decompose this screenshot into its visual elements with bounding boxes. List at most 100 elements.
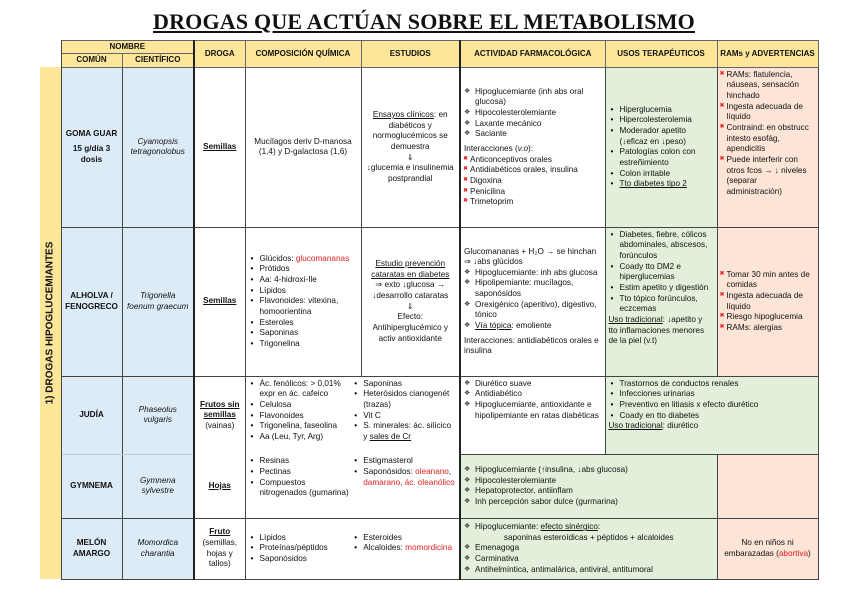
cell-rams: RAMs: flatulencia, náuseas, sensación hi… xyxy=(716,66,819,228)
paragraph: Semillas xyxy=(198,296,242,307)
text-segment: Hepatoprotector, antiinflam xyxy=(475,486,573,496)
cell-composicion: Ác. fenólicos: > 0,01% expr en ác. cafei… xyxy=(244,375,461,455)
cell-cientifico: Trigonella foenum graecum xyxy=(121,226,195,377)
paragraph: ALHOLVA / FENOGRECO xyxy=(65,291,119,312)
column: EstigmasterolSaponósidos: oleanano, dama… xyxy=(352,456,456,499)
text-segment: Ingesta adecuada de líquido xyxy=(726,291,803,311)
paragraph: GOMA GUAR xyxy=(65,129,119,140)
text-segment: Hipercolesterolemia xyxy=(619,115,692,125)
two-column-list: Ác. fenólicos: > 0,01% expr en ác. cafei… xyxy=(249,379,457,443)
text-segment: Diurético suave xyxy=(475,378,532,388)
bullet-list: Hipoglucemiante (inh abs oral glucosa)Hi… xyxy=(464,87,602,140)
text-segment: RAMs: alergias xyxy=(726,323,783,333)
text-segment: Preventivo en litiasis x efecto diurétic… xyxy=(619,400,759,410)
text-segment: Moderador apetito (↓eficaz en ↓peso) xyxy=(619,125,686,146)
bullet-list: Diabetes, fiebre, cólicos abdominales, a… xyxy=(609,230,714,315)
bullet-list: SaponinasHeterósidos cianogenét (trazas)… xyxy=(352,379,456,443)
paragraph: Efecto: Antihiperglucémico y activ antio… xyxy=(365,312,457,344)
text-segment: , xyxy=(448,466,452,476)
text-segment: Diabetes, fiebre, cólicos abdominales, a… xyxy=(619,229,708,261)
paragraph: ↓glucemia e insulinemia postprandial xyxy=(365,163,457,184)
list-item: Trigonelina xyxy=(249,339,358,350)
header-composicion: COMPOSICIÓN QUÍMICA xyxy=(244,40,362,68)
text-segment: Glucomananas + H₂O → se hinchan ⇒ ↓abs g… xyxy=(464,246,597,267)
paragraph: Interacciones: antidiabéticos orales e i… xyxy=(464,336,602,357)
text-segment: ⇓ xyxy=(406,301,414,311)
text-segment: Anticonceptivos orales xyxy=(470,154,552,164)
page-title: DROGAS QUE ACTÚAN SOBRE EL METABOLISMO xyxy=(152,9,695,34)
text-segment: Hipoglucemiante, antioxidante e hipolipe… xyxy=(475,400,599,420)
text-segment: Tto tópico forúnculos, eczcemas xyxy=(619,293,698,314)
two-column-list: ResinasPectinasCompuestos nitrogenados (… xyxy=(249,456,457,499)
text-segment: Semillas xyxy=(203,296,237,306)
text-segment: Coady en tto diabetes xyxy=(619,410,700,420)
paragraph: ⇓ xyxy=(365,153,457,164)
list-item: Carminativa xyxy=(464,554,714,565)
warning-item: Ingesta adecuada de líquido xyxy=(720,101,815,123)
list-item: Saponósidos: oleanano, damarano, ác. ole… xyxy=(352,467,456,488)
list-item: Hipoglucemiante (inh abs oral glucosa) xyxy=(464,87,602,108)
list-item: Aa: 4-hidroxi-Ile xyxy=(249,275,358,286)
bullet-list: EsteroidesAlcaloides: momordicina xyxy=(352,533,456,554)
cell-comun: ALHOLVA / FENOGRECO xyxy=(60,226,123,377)
paragraph: Uso tradicional: ↓apetito y tto inflamac… xyxy=(609,315,714,347)
list-item: Esteroles xyxy=(249,318,358,329)
cell-droga: Hojas xyxy=(193,454,246,519)
text-segment: Hipocolesterolemiante xyxy=(475,107,557,117)
header-cientifico: CIENTÍFICO xyxy=(121,53,195,68)
cell-rams xyxy=(716,453,819,519)
text-segment: Vía tópica xyxy=(475,321,512,331)
text-segment: Uso tradicional xyxy=(608,421,663,431)
list-item: Laxante mecánico xyxy=(464,119,602,130)
text-segment: Compuestos nitrogenados (gumarina) xyxy=(259,477,349,498)
list-item: Saponinas xyxy=(249,328,358,339)
text-segment: Aa (Leu, Tyr, Arg) xyxy=(259,432,324,442)
list-item: Lípidos xyxy=(249,286,358,297)
text-segment: Saponinas xyxy=(259,328,299,338)
list-item: Antidiabético xyxy=(464,389,602,400)
row-gymnema: GYMNEMA Gymnena sylvestre Hojas ResinasP… xyxy=(40,453,819,519)
header-droga: DROGA xyxy=(193,40,246,68)
row-goma-guar: 1) DROGAS HIPOGLUCEMIANTES GOMA GUAR 15 g… xyxy=(40,66,819,580)
bullet-list: Trastornos de conductos renalesInfeccion… xyxy=(609,379,815,422)
bullet-list: ResinasPectinasCompuestos nitrogenados (… xyxy=(249,456,353,499)
text-segment: Saponinas xyxy=(363,378,402,388)
text-segment: GYMNEMA xyxy=(70,480,113,490)
warning-item: Trimetoprim xyxy=(463,197,602,208)
list-item: Tto tópico forúnculos, eczcemas xyxy=(609,294,714,315)
paragraph: GYMNEMA xyxy=(65,481,119,492)
text-segment: Riesgo hipoglucemia xyxy=(726,312,803,322)
list-item: Infecciones urinarias xyxy=(609,389,815,400)
highlight-text: glucomananas xyxy=(295,253,350,263)
warning-item: Tomar 30 min antes de comidas xyxy=(720,270,815,291)
text-segment: ↓glucemia e insulinemia postprandial xyxy=(366,163,454,183)
text-segment: saponinas esteroídicas + péptidos + alca… xyxy=(503,532,674,542)
list-item: Hipolipemiante: mucílagos, saponósidos xyxy=(464,278,602,299)
row-alholva: ALHOLVA / FENOGRECO Trigonella foenum gr… xyxy=(40,226,819,377)
paragraph: JUDÍA xyxy=(65,410,119,421)
text-segment: No en niños ni embarazadas ( xyxy=(724,538,794,558)
column: SaponinasHeterósidos cianogenét (trazas)… xyxy=(352,379,456,443)
section-side-label: 1) DROGAS HIPOGLUCEMIANTES xyxy=(40,67,62,580)
list-item: Glúcidos: glucomananas xyxy=(249,254,358,265)
list-item: Orexigénico (aperitivo), digestivo, tóni… xyxy=(464,300,602,321)
text-segment: Ingesta adecuada de líquido xyxy=(726,101,803,122)
list-item: Prótidos xyxy=(249,264,358,275)
row-judia: JUDÍA Phaseolus vulgaris Frutos sin semi… xyxy=(40,375,819,455)
column: Ác. fenólicos: > 0,01% expr en ác. cafei… xyxy=(249,379,353,443)
cell-composicion: ResinasPectinasCompuestos nitrogenados (… xyxy=(244,454,461,519)
paragraph: Glucomananas + H₂O → se hinchan ⇒ ↓abs g… xyxy=(464,247,602,268)
text-segment: ALHOLVA / FENOGRECO xyxy=(65,291,118,311)
text-segment: Alcaloides: xyxy=(363,543,406,553)
highlight-text: oleanano xyxy=(415,466,449,476)
text-segment: Orexigénico (aperitivo), digestivo, tóni… xyxy=(475,299,597,320)
text-segment: ⇒ exto ↓glucosa → ↓desarrollo cataratas xyxy=(372,280,449,301)
paragraph: Frutos sin semillas xyxy=(198,400,242,421)
cell-estudios: Ensayos clínicos: en diabéticos y normog… xyxy=(360,66,461,228)
paragraph: Mucílagos deriv D-manosa (1,4) y D-galac… xyxy=(249,137,358,158)
list-item: Coady en tto diabetes xyxy=(609,411,815,422)
text-segment: Carminativa xyxy=(475,554,519,564)
text-segment: Hipoglucemiante: inh abs glucosa xyxy=(475,267,598,277)
header-nombre: NOMBRE xyxy=(60,39,195,55)
warning-list: Tomar 30 min antes de comidasIngesta ade… xyxy=(720,270,815,334)
